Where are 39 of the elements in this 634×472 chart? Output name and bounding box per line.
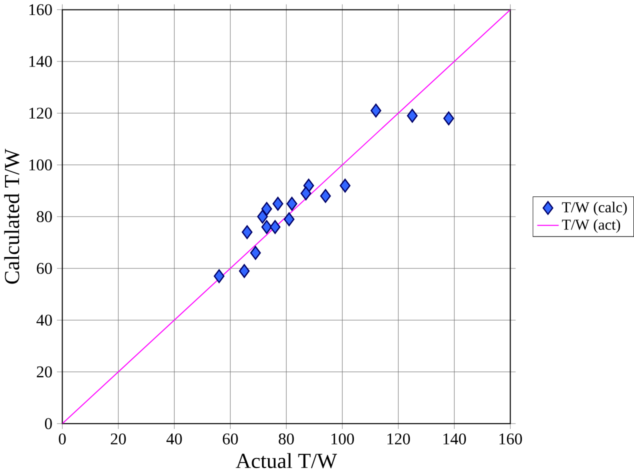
point	[340, 178, 350, 192]
legend-label: T/W (calc)	[562, 202, 627, 216]
x-tick-label: 0	[58, 433, 66, 444]
y-tick-label: 60	[36, 262, 52, 274]
point	[257, 210, 268, 224]
y-tick-label: 140	[29, 56, 52, 67]
x-tick-label: 20	[110, 433, 126, 444]
point	[272, 196, 284, 210]
x-tick-label: 160	[499, 433, 522, 444]
x-tick-label: 140	[443, 433, 466, 444]
y-tick-label: 120	[29, 107, 52, 118]
x-tick-label: 120	[387, 433, 410, 444]
point	[238, 264, 250, 278]
point	[261, 220, 272, 234]
y-tick-label: 160	[29, 4, 52, 15]
x-tick-label: 60	[222, 433, 238, 444]
y-tick-label: 100	[29, 159, 52, 170]
y-tick-label: 20	[36, 366, 52, 378]
point	[261, 202, 272, 216]
y-tick-label: 0	[44, 418, 52, 429]
point	[286, 196, 298, 210]
point	[320, 188, 331, 203]
x-tick-label: 100	[331, 433, 354, 444]
x-axis-title: Actual T/W	[236, 452, 338, 468]
point	[370, 103, 382, 118]
point	[300, 186, 312, 200]
x-tick-label: 40	[166, 433, 182, 444]
point	[406, 108, 418, 122]
y-axis-title: Calculated T/W	[4, 148, 20, 284]
point	[270, 220, 280, 234]
x-tick-label: 80	[278, 433, 294, 444]
y-tick-label: 80	[36, 210, 52, 222]
point	[250, 246, 261, 260]
point	[242, 225, 252, 239]
legend-label: T/W (act)	[562, 218, 620, 233]
point	[284, 212, 294, 226]
point	[214, 269, 224, 283]
point	[443, 111, 454, 126]
y-tick-label: 40	[36, 314, 52, 326]
